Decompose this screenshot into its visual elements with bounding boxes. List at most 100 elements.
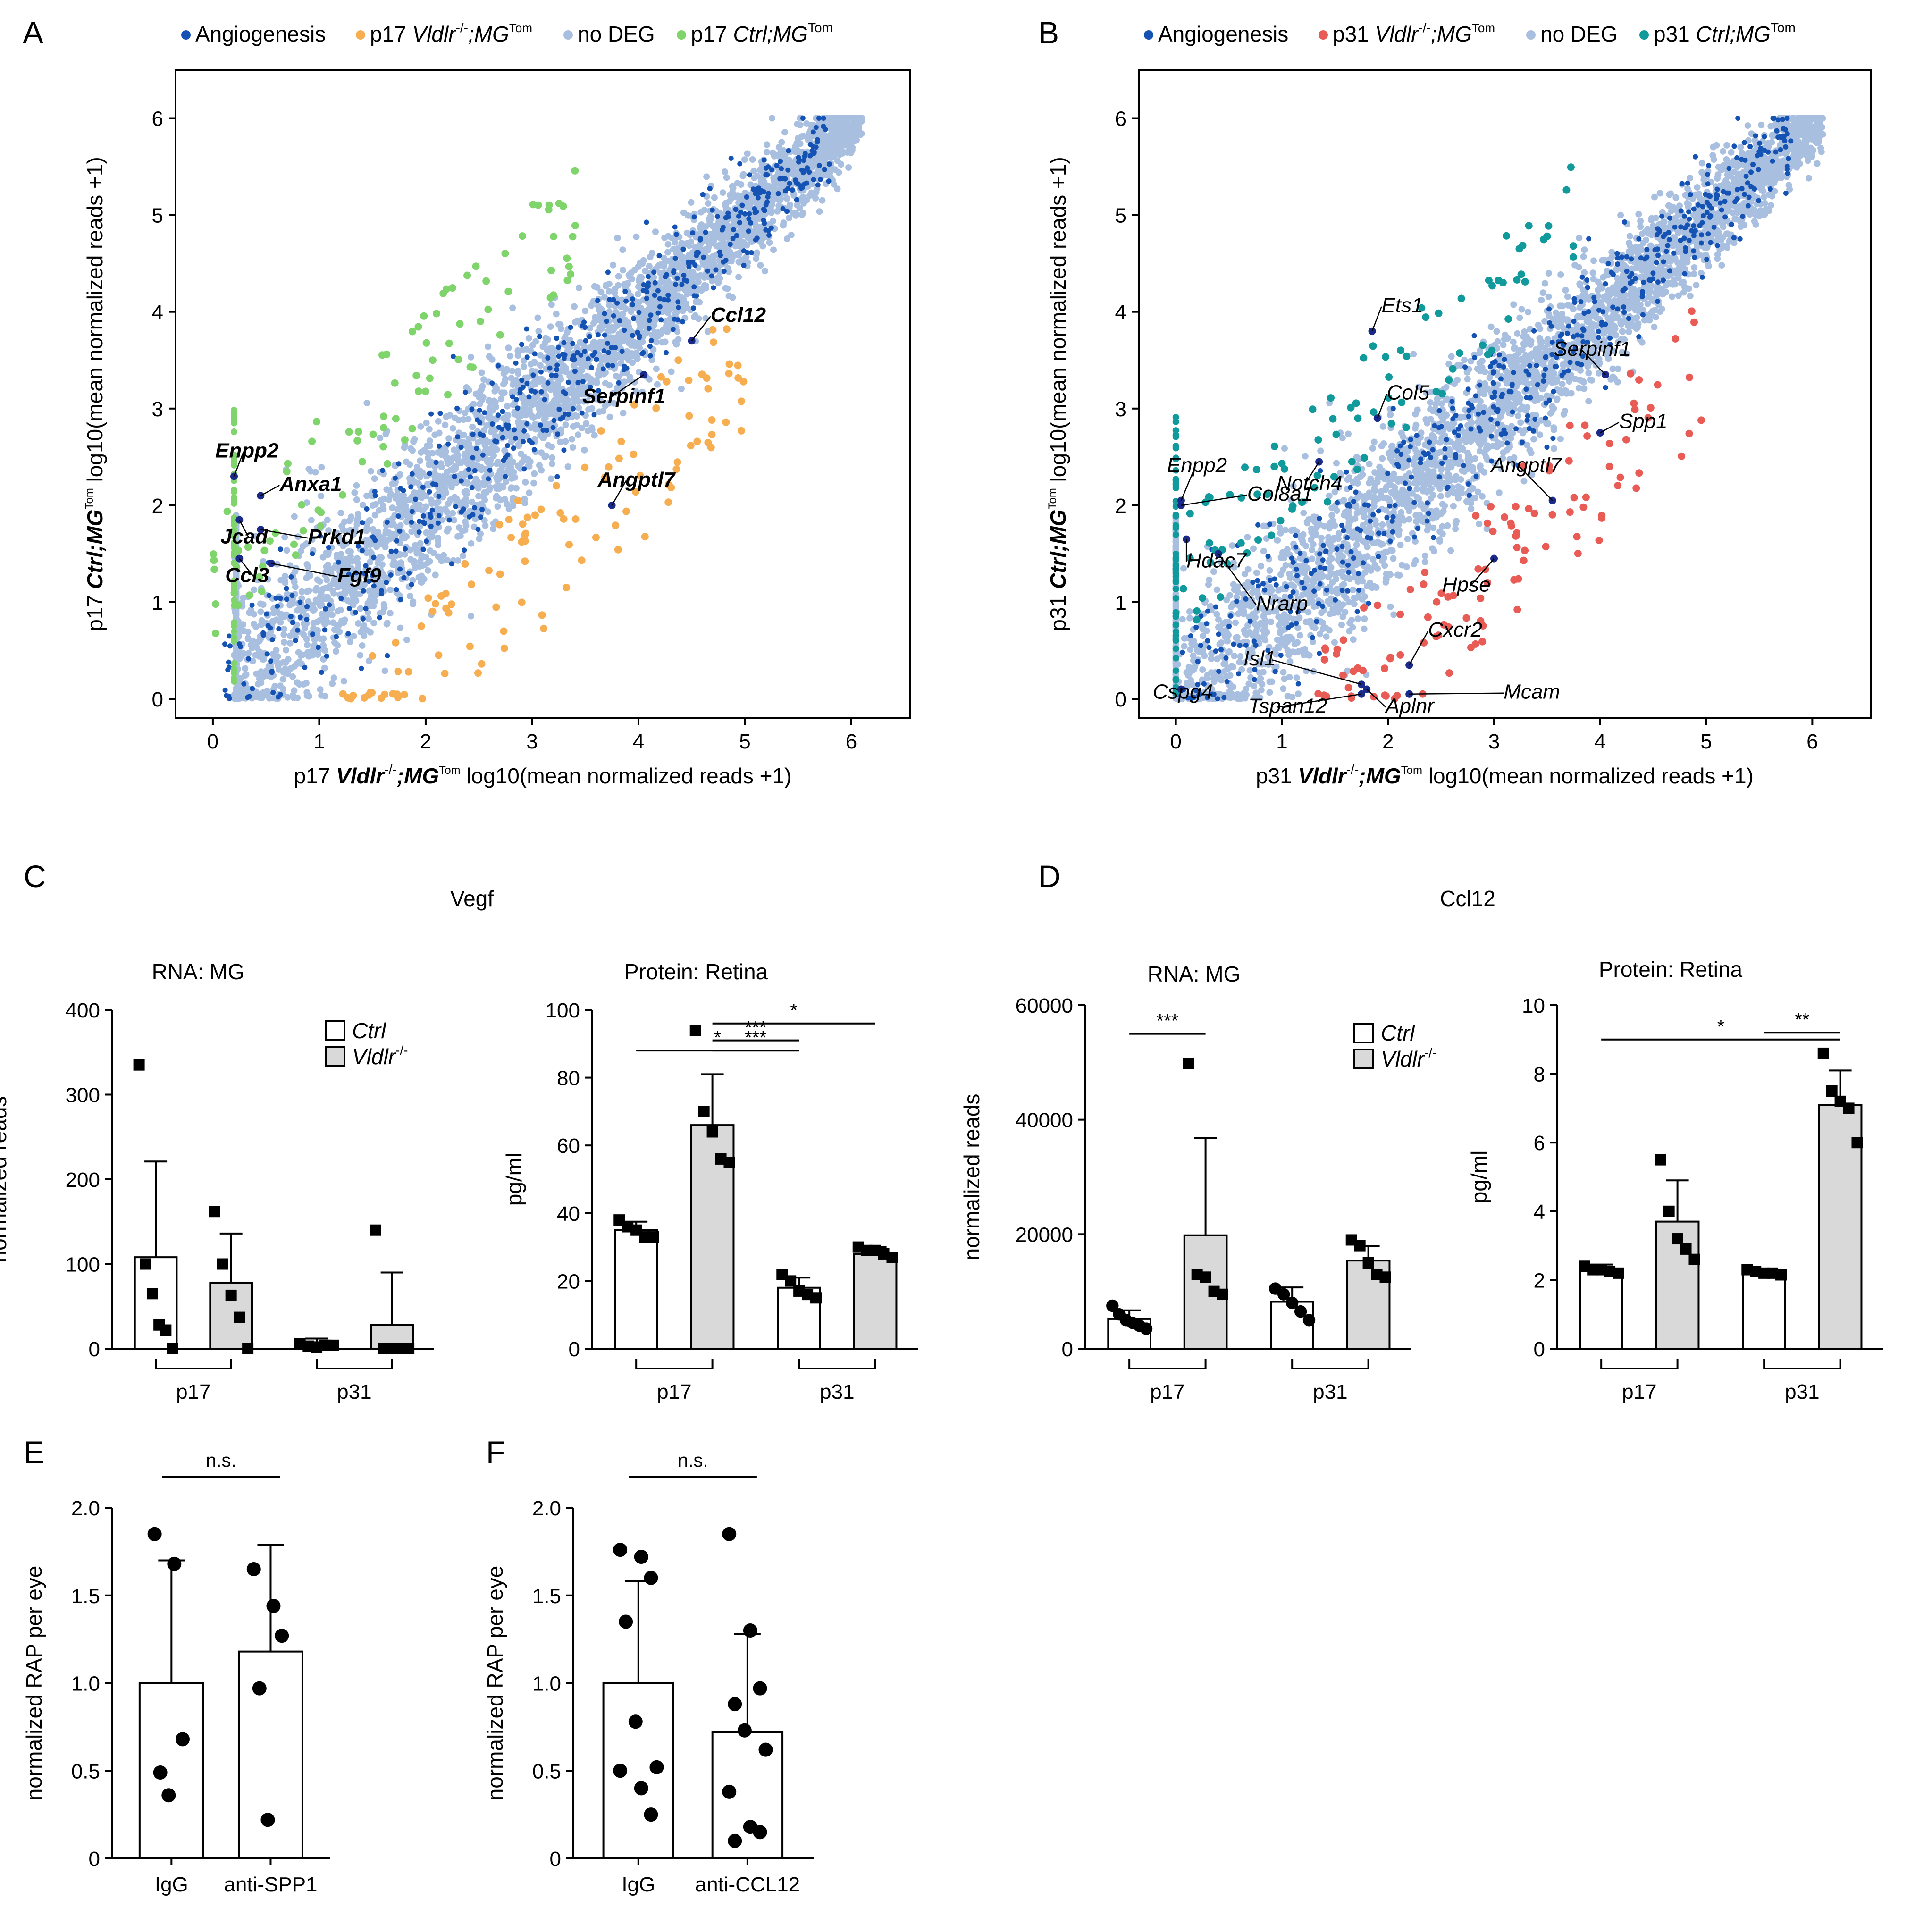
scatter-point: [421, 387, 429, 395]
scatter-point: [389, 531, 396, 538]
scatter-point: [420, 312, 428, 320]
scatter-point: [673, 282, 679, 287]
scatter-point: [320, 642, 327, 649]
scatter-point: [708, 416, 716, 424]
scatter-point: [813, 144, 819, 150]
scatter-point: [647, 344, 653, 349]
scatter-point: [543, 452, 550, 459]
scatter-point: [238, 644, 244, 649]
scatter-point: [538, 467, 545, 474]
scatter-point: [331, 639, 338, 646]
scatter-point: [317, 635, 324, 642]
scatter-point: [463, 271, 471, 279]
scatter-point: [531, 378, 538, 386]
scatter-point: [445, 435, 453, 442]
scatter-point: [270, 690, 276, 695]
scatter-point: [737, 220, 742, 226]
scatter-point: [658, 317, 664, 323]
scatter-point: [709, 273, 714, 279]
scatter-point: [479, 394, 487, 401]
scatter-point: [1557, 436, 1564, 443]
scatter-point: [446, 517, 452, 523]
text-span: Ctrl;MG: [83, 510, 107, 589]
scatter-point: [440, 473, 447, 480]
scatter-point: [646, 274, 651, 279]
scatter-point: [728, 258, 735, 265]
scatter-point: [711, 285, 716, 291]
scatter-point: [369, 652, 377, 660]
scatter-point: [691, 305, 696, 311]
scatter-point: [620, 410, 627, 417]
scatter-point: [353, 610, 358, 615]
scatter-point: [347, 638, 353, 645]
scatter-point: [401, 575, 407, 580]
scatter-point: [714, 275, 721, 282]
text-span: ;MG: [397, 764, 439, 788]
scatter-point: [379, 588, 384, 594]
scatter-point: [458, 478, 464, 484]
scatter-point: [775, 191, 781, 196]
scatter-point: [738, 210, 743, 215]
scatter-point: [388, 572, 394, 578]
scatter-point: [709, 326, 717, 334]
scatter-point: [720, 225, 726, 230]
scatter-point: [1814, 160, 1821, 167]
text-span: Angiogenesis: [195, 22, 326, 46]
scatter-point: [394, 667, 402, 675]
scatter-point: [794, 197, 799, 202]
scatter-point: [618, 354, 625, 361]
scatter-point: [303, 575, 310, 581]
scatter-point: [700, 192, 706, 197]
scatter-point: [377, 615, 382, 621]
y-tick-label: 2: [152, 495, 163, 518]
scatter-point: [484, 305, 492, 313]
scatter-point: [470, 455, 476, 461]
scatter-point: [630, 302, 635, 308]
scatter-point: [370, 620, 378, 627]
scatter-point: [461, 488, 468, 496]
scatter-point: [573, 412, 580, 420]
scatter-point: [353, 496, 360, 503]
scatter-point: [241, 681, 247, 687]
scatter-point: [848, 147, 856, 154]
scatter-point: [538, 376, 545, 383]
x-tick-label: 3: [526, 730, 538, 753]
scatter-point: [242, 665, 249, 672]
scatter-point: [470, 431, 476, 437]
scatter-point: [389, 504, 396, 512]
scatter-point: [733, 207, 739, 212]
scatter-point: [673, 232, 679, 237]
scatter-point: [611, 313, 616, 319]
scatter-point: [749, 156, 756, 163]
scatter-point: [681, 272, 687, 278]
scatter-point: [357, 652, 364, 659]
scatter-point: [393, 548, 399, 554]
scatter-point: [413, 463, 420, 470]
scatter-point: [628, 269, 635, 277]
scatter-point: [298, 588, 305, 595]
scatter-point: [571, 515, 580, 523]
scatter-point: [323, 551, 330, 558]
scatter-point: [550, 233, 558, 241]
scatter-point: [547, 365, 553, 371]
scatter-point: [561, 340, 567, 345]
scatter-point: [224, 693, 229, 698]
scatter-point: [315, 645, 321, 650]
scatter-point: [372, 489, 378, 495]
scatter-point: [830, 181, 837, 188]
scatter-point: [734, 361, 742, 370]
scatter-point: [524, 354, 530, 360]
scatter-point: [676, 305, 681, 311]
scatter-point: [479, 383, 486, 390]
scatter-point: [785, 167, 791, 173]
scatter-point: [715, 220, 722, 227]
scatter-point: [763, 149, 770, 156]
scatter-point: [815, 137, 820, 143]
scatter-point: [264, 651, 270, 657]
scatter-point: [231, 428, 237, 435]
scatter-point: [492, 403, 499, 410]
scatter-point: [776, 143, 783, 151]
scatter-point: [397, 559, 404, 566]
scatter-point: [281, 639, 287, 646]
scatter-point: [472, 262, 480, 270]
